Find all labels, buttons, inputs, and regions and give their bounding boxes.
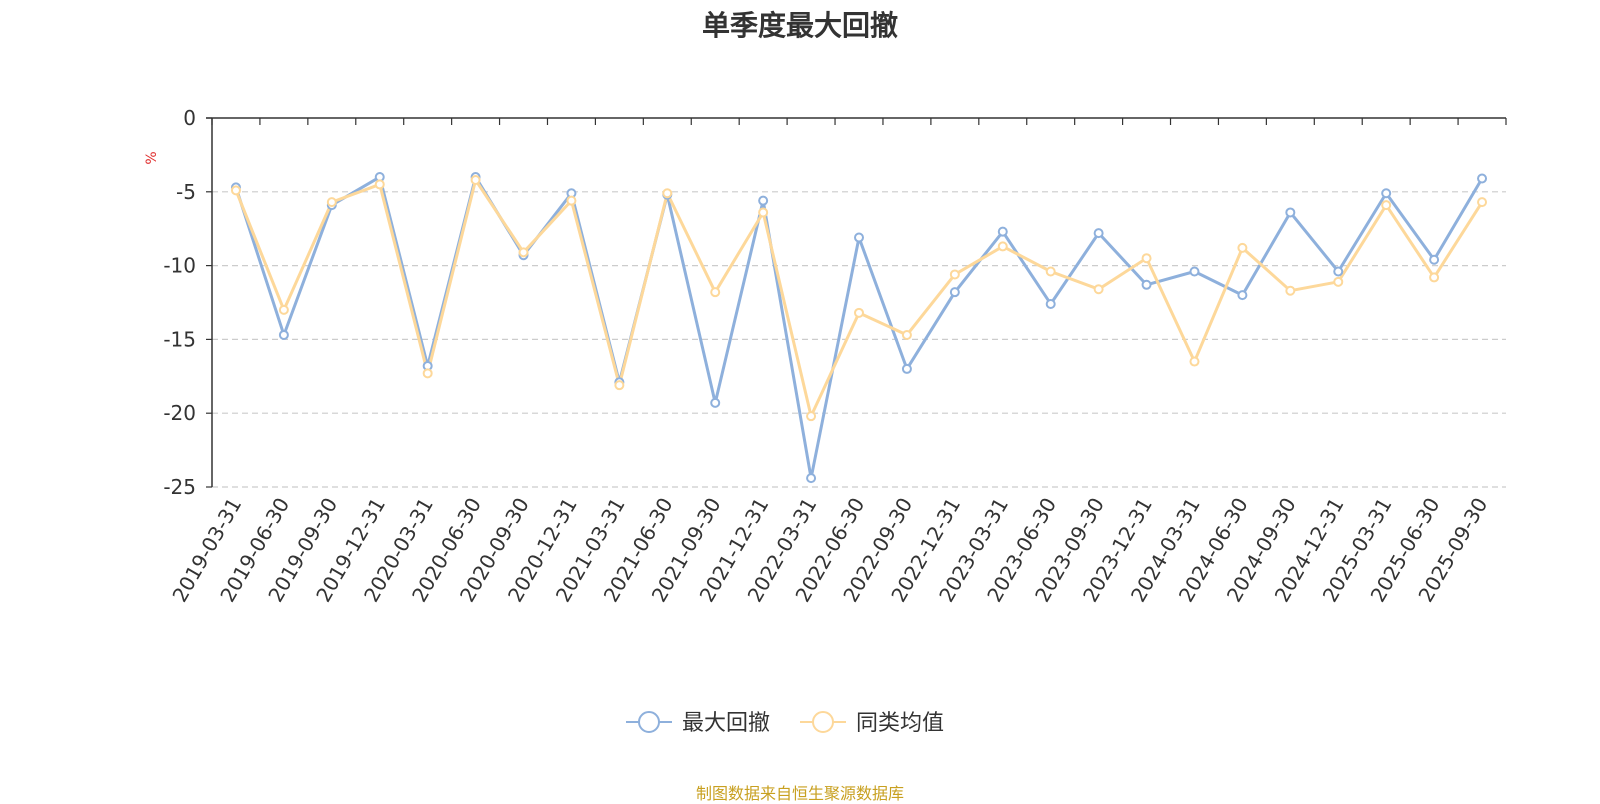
data-point [1093, 284, 1104, 295]
data-point [230, 185, 241, 196]
data-point [758, 195, 769, 206]
grid-lines [212, 191, 1506, 488]
data-point [758, 207, 769, 218]
data-point [278, 329, 289, 340]
y-tick-label: -25 [163, 475, 196, 499]
data-point [1045, 298, 1056, 309]
data-point [1477, 173, 1488, 184]
data-point [854, 307, 864, 318]
data-point [278, 304, 289, 315]
data-point [1381, 188, 1392, 199]
data-point [614, 380, 625, 391]
data-point [1285, 207, 1296, 218]
data-point [1285, 285, 1296, 296]
data-point [1333, 266, 1344, 277]
data-point [854, 232, 864, 243]
data-point [518, 247, 529, 258]
data-point [710, 287, 721, 298]
data-point [1189, 266, 1200, 277]
data-point [1093, 228, 1104, 239]
data-point [710, 397, 721, 408]
series-line-2 [234, 178, 1484, 418]
y-tick-label: 0 [183, 106, 196, 130]
data-point [949, 287, 960, 298]
legend-circle-icon [812, 711, 834, 733]
data-point [1237, 242, 1248, 253]
y-tick-label: -15 [163, 327, 196, 351]
data-point [1237, 290, 1248, 301]
data-point [422, 368, 433, 379]
legend-item-2[interactable]: 同类均值 [800, 711, 944, 736]
data-point [326, 197, 337, 208]
series-lines [230, 172, 1488, 484]
data-point [1045, 266, 1056, 277]
y-tick-label: -20 [163, 401, 196, 425]
chart-title: 单季度最大回撤 [701, 9, 898, 42]
data-point [662, 188, 673, 199]
data-point [1141, 253, 1152, 264]
axes: 0-5-10-15-20-25%2019-03-312019-06-302019… [144, 106, 1507, 606]
data-point [1189, 356, 1200, 367]
y-tick-label: -5 [176, 180, 196, 204]
legend-item-1[interactable]: 最大回撤 [626, 711, 770, 736]
data-point [901, 329, 912, 340]
data-point [949, 269, 960, 280]
data-point [566, 195, 577, 206]
source-note: 制图数据来自恒生聚源数据库 [695, 784, 904, 803]
legend-label: 同类均值 [856, 711, 944, 736]
y-tick-label: -10 [163, 254, 196, 278]
legend-circle-icon [638, 711, 660, 733]
data-point [806, 411, 817, 422]
y-axis-unit-label: % [144, 151, 160, 164]
data-point [901, 363, 912, 374]
data-point [806, 473, 817, 484]
legend[interactable]: 最大回撤 同类均值 [626, 711, 944, 736]
data-point [997, 241, 1008, 252]
data-point [470, 174, 481, 185]
legend-label: 最大回撤 [682, 711, 770, 736]
data-point [1429, 272, 1440, 283]
data-point [1477, 197, 1488, 208]
data-point [1141, 279, 1152, 290]
data-point [374, 179, 385, 190]
data-point [1429, 254, 1440, 265]
data-point [997, 226, 1008, 237]
line-chart: 0-5-10-15-20-25%2019-03-312019-06-302019… [144, 106, 1507, 736]
data-point [1333, 276, 1344, 287]
data-point [1381, 200, 1392, 211]
series-line-1 [234, 175, 1484, 480]
